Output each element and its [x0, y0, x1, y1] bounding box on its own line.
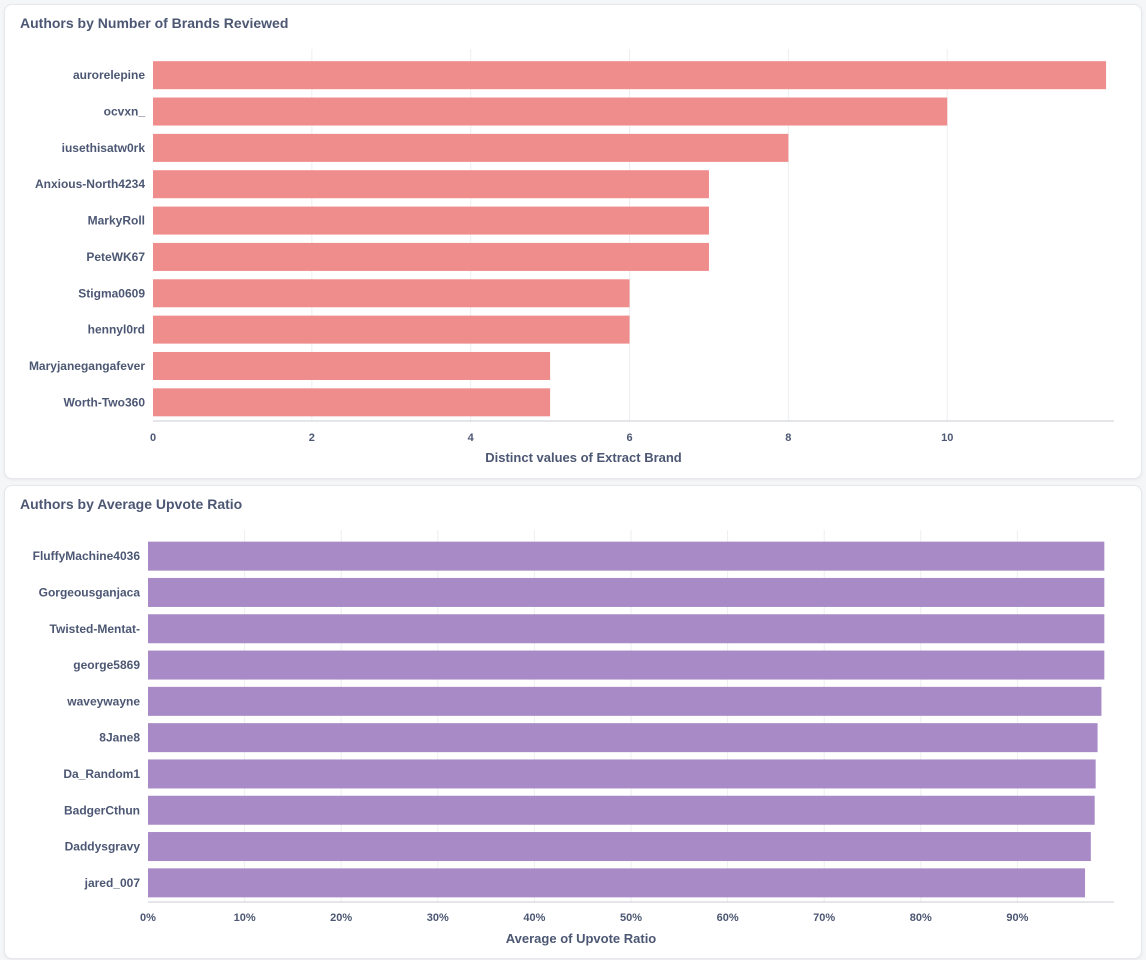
- x-tick-label: 20%: [330, 912, 352, 924]
- category-label: Anxious-North4234: [35, 177, 145, 191]
- category-label: MarkyRoll: [88, 214, 145, 228]
- bar: [153, 279, 630, 308]
- category-label: Maryjanegangafever: [29, 359, 145, 373]
- bar: [148, 795, 1095, 825]
- x-tick-label: 2: [309, 432, 315, 444]
- category-label: Worth-Two360: [63, 395, 145, 409]
- category-label: jared_007: [84, 876, 141, 890]
- category-label: BadgerCthun: [64, 803, 140, 817]
- x-tick-label: 80%: [910, 912, 932, 924]
- x-tick-label: 8: [785, 432, 791, 444]
- category-label: 8Jane8: [99, 731, 140, 745]
- bar: [153, 133, 789, 162]
- category-label: PeteWK67: [86, 250, 145, 264]
- bar: [153, 388, 551, 417]
- bar: [153, 315, 630, 344]
- bar: [153, 242, 709, 271]
- x-tick-label: 0%: [140, 912, 156, 924]
- bar: [153, 97, 948, 126]
- x-tick-label: 6: [626, 432, 632, 444]
- chart-title: Authors by Number of Brands Reviewed: [20, 15, 289, 31]
- bar: [148, 541, 1105, 571]
- bar: [148, 650, 1105, 680]
- bar: [153, 61, 1107, 90]
- x-tick-label: 10%: [234, 912, 256, 924]
- x-tick-label: 4: [468, 432, 475, 444]
- category-label: waveywayne: [66, 694, 140, 708]
- category-label: Daddysgravy: [65, 840, 141, 854]
- category-label: Stigma0609: [78, 286, 145, 300]
- bar: [153, 351, 551, 380]
- bar: [148, 759, 1096, 789]
- bar: [153, 206, 709, 235]
- x-tick-label: 50%: [620, 912, 642, 924]
- x-axis-title: Distinct values of Extract Brand: [485, 450, 682, 465]
- bar: [148, 723, 1098, 753]
- bar: [153, 170, 709, 199]
- x-tick-label: 90%: [1006, 912, 1028, 924]
- bar: [148, 577, 1105, 607]
- chart-title: Authors by Average Upvote Ratio: [20, 496, 243, 512]
- bar: [148, 686, 1102, 716]
- x-tick-label: 60%: [717, 912, 739, 924]
- category-label: iusethisatw0rk: [62, 141, 146, 155]
- category-label: Gorgeousganjaca: [39, 585, 141, 599]
- x-axis-title: Average of Upvote Ratio: [506, 931, 657, 946]
- x-tick-label: 10: [941, 432, 953, 444]
- upvote-ratio-chart: 0% 10% 20% 30% 40% 50% 60% 70% 80% 90% FluffyMachi…: [33, 530, 1114, 946]
- x-tick-label: 40%: [523, 912, 545, 924]
- bar: [148, 832, 1091, 862]
- x-tick-label: 0: [150, 432, 156, 444]
- brands-reviewed-chart: 0 2 4 6 8 10 aurorelepine ocvxn_ iusethisatw0rk A…: [29, 49, 1114, 465]
- category-label: Da_Random1: [63, 767, 140, 781]
- category-label: Twisted-Mentat-: [50, 622, 140, 636]
- upvote-ratio-card: Authors by Average Upvote Ratio 0% 10% 20%…: [4, 485, 1142, 959]
- category-label: aurorelepine: [73, 68, 145, 82]
- bar: [148, 868, 1086, 898]
- bar: [148, 614, 1105, 644]
- category-label: hennyl0rd: [88, 323, 145, 337]
- brands-reviewed-card: Authors by Number of Brands Reviewed 0 2 4…: [4, 4, 1142, 479]
- category-label: george5869: [73, 658, 140, 672]
- category-label: ocvxn_: [104, 105, 146, 119]
- category-label: FluffyMachine4036: [33, 549, 141, 563]
- x-tick-label: 70%: [813, 912, 835, 924]
- x-tick-label: 30%: [427, 912, 449, 924]
